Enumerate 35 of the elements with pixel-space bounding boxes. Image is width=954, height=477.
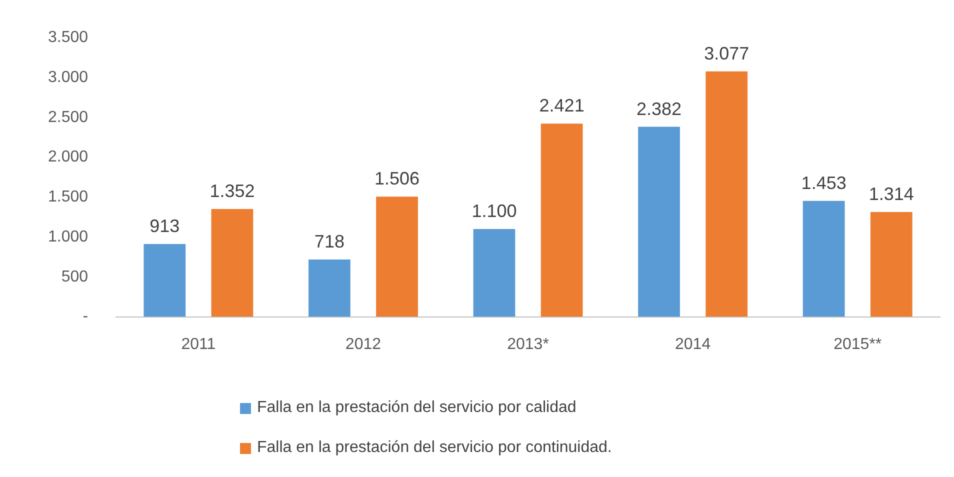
bar	[144, 244, 186, 317]
y-tick-label: 1.000	[48, 228, 88, 246]
y-tick-label: 2.000	[48, 148, 88, 166]
bar	[802, 200, 845, 317]
data-label: 1.352	[210, 180, 255, 201]
x-tick-label: 2015**	[834, 336, 882, 353]
x-tick-label: 2012	[345, 336, 382, 353]
bar	[870, 212, 912, 317]
bar	[376, 196, 418, 317]
bar	[308, 260, 350, 317]
bar	[638, 126, 680, 317]
data-label: 1.506	[374, 168, 420, 189]
bar	[473, 229, 516, 317]
x-tick-label: 2013*	[507, 336, 549, 353]
y-tick-label: 2.500	[48, 108, 88, 126]
data-label: 3.077	[704, 43, 750, 64]
data-label: 718	[314, 231, 344, 252]
data-label: 913	[150, 216, 180, 236]
y-tick-label: -	[82, 308, 88, 326]
data-label: 1.453	[801, 172, 846, 193]
data-label: 2.421	[539, 96, 584, 116]
bar	[706, 71, 748, 317]
legend-label: Falla en la prestación del servicio por calidad	[257, 399, 576, 417]
y-tick-label: 3.500	[48, 29, 88, 46]
x-tick-label: 2014	[675, 336, 711, 353]
data-label: 1.314	[868, 184, 914, 204]
y-tick-label: 3.000	[48, 68, 88, 86]
y-tick-label: 1.500	[48, 188, 88, 206]
data-label: 2.382	[636, 98, 682, 119]
legend-label: Falla en la prestación del servicio por continuidad.	[257, 439, 612, 457]
data-label: 1.100	[472, 201, 517, 222]
bar	[211, 208, 254, 317]
y-tick-label: 500	[61, 268, 88, 286]
bar	[540, 124, 583, 317]
x-tick-label: 2011	[181, 336, 216, 353]
